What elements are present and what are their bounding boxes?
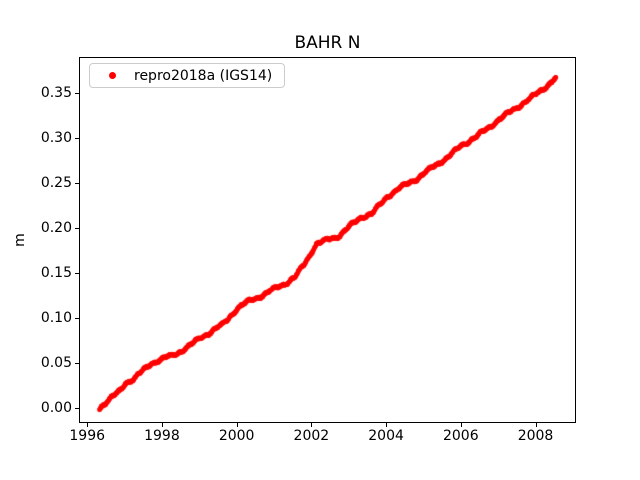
x-axis-tick-label: 2002 (293, 428, 330, 444)
x-axis-tick-mark (87, 423, 89, 427)
y-axis-tick-label: 0.35 (40, 85, 72, 101)
x-axis-tick-label: 1996 (69, 428, 106, 444)
y-axis-tick-label: 0.00 (40, 400, 72, 417)
y-axis-tick-label: 0.20 (40, 220, 72, 237)
x-axis-tick-label: 2008 (517, 428, 554, 444)
x-axis-tick-label: 2006 (442, 428, 479, 444)
y-axis-tick-label: 0.15 (40, 265, 72, 282)
y-axis-tick-label: 0.25 (40, 175, 72, 191)
y-axis-tick-mark (75, 318, 79, 320)
y-axis-tick-mark (75, 273, 79, 275)
y-axis-label: m (11, 233, 28, 247)
x-axis-tick-mark (386, 423, 388, 427)
x-axis-tick-mark (535, 423, 537, 427)
legend-box: repro2018a (IGS14) (89, 63, 286, 88)
y-axis-tick-mark (75, 228, 79, 230)
y-axis-tick-mark (75, 93, 79, 94)
y-axis-tick-mark (75, 363, 79, 365)
x-axis-tick-mark (311, 423, 313, 427)
x-axis-tick-mark (460, 423, 462, 427)
chart-title: BAHR N (294, 33, 361, 53)
x-axis-tick-mark (236, 423, 238, 427)
x-axis-tick-label: 2000 (218, 428, 255, 444)
y-axis-tick-label: 0.30 (40, 130, 72, 146)
y-axis-tick-mark (75, 408, 79, 410)
x-axis-tick-label: 2004 (368, 428, 404, 444)
y-axis-tick-label: 0.05 (40, 355, 72, 372)
legend-dot-marker-icon (109, 72, 116, 79)
x-axis-tick-mark (161, 423, 163, 427)
plot-area: repro2018a (IGS14) (79, 57, 576, 423)
y-axis-tick-label: 0.10 (40, 310, 72, 327)
x-axis-tick-label: 1998 (144, 428, 180, 444)
scatter-series-canvas (80, 58, 575, 422)
legend-entry-label: repro2018a (IGS14) (134, 67, 273, 84)
y-axis-tick-mark (75, 183, 79, 184)
y-axis-tick-mark (75, 138, 79, 139)
